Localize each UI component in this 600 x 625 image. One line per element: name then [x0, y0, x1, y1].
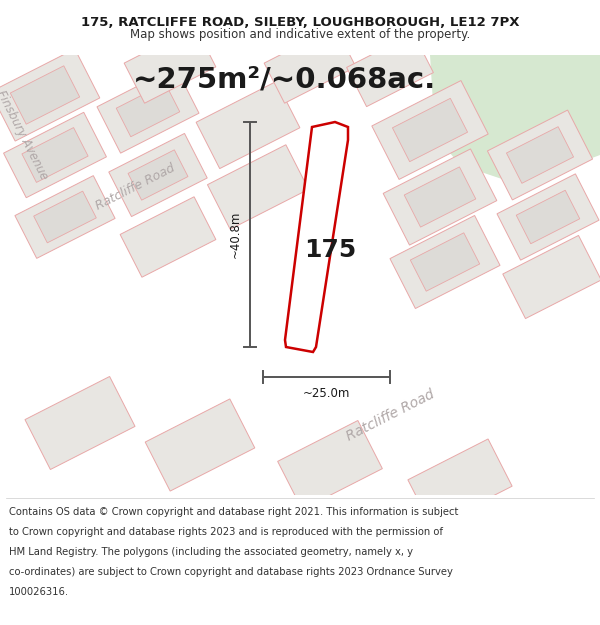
Polygon shape [10, 66, 80, 124]
Polygon shape [120, 197, 216, 278]
Text: Map shows position and indicative extent of the property.: Map shows position and indicative extent… [130, 28, 470, 41]
Polygon shape [430, 55, 600, 185]
Text: 175, RATCLIFFE ROAD, SILEBY, LOUGHBOROUGH, LE12 7PX: 175, RATCLIFFE ROAD, SILEBY, LOUGHBOROUG… [81, 16, 519, 29]
Polygon shape [0, 49, 100, 141]
Polygon shape [392, 98, 467, 162]
Polygon shape [410, 232, 479, 291]
Polygon shape [124, 27, 216, 103]
Text: HM Land Registry. The polygons (including the associated geometry, namely x, y: HM Land Registry. The polygons (includin… [9, 547, 413, 557]
Text: Ratcliffe Road: Ratcliffe Road [344, 387, 436, 443]
Polygon shape [264, 27, 356, 103]
Text: 175: 175 [304, 238, 356, 262]
Polygon shape [128, 150, 188, 200]
Polygon shape [208, 145, 308, 229]
Text: ~25.0m: ~25.0m [303, 387, 350, 400]
Text: to Crown copyright and database rights 2023 and is reproduced with the permissio: to Crown copyright and database rights 2… [9, 527, 443, 537]
Polygon shape [347, 33, 433, 107]
Polygon shape [404, 167, 476, 227]
Polygon shape [4, 112, 106, 198]
Polygon shape [145, 399, 255, 491]
Polygon shape [58, 31, 542, 119]
Polygon shape [516, 190, 580, 244]
Polygon shape [196, 81, 300, 169]
Text: ~40.8m: ~40.8m [229, 211, 242, 258]
Polygon shape [497, 174, 599, 260]
Polygon shape [0, 36, 142, 164]
Text: ~275m²/~0.068ac.: ~275m²/~0.068ac. [133, 66, 437, 94]
Polygon shape [506, 127, 574, 183]
Polygon shape [383, 149, 497, 245]
Polygon shape [503, 236, 600, 319]
Text: co-ordinates) are subject to Crown copyright and database rights 2023 Ordnance S: co-ordinates) are subject to Crown copyr… [9, 567, 453, 577]
Polygon shape [390, 216, 500, 309]
Polygon shape [109, 133, 207, 217]
Polygon shape [487, 110, 593, 200]
Polygon shape [22, 127, 88, 182]
Polygon shape [408, 439, 512, 527]
Polygon shape [25, 376, 135, 469]
Polygon shape [97, 67, 199, 153]
Text: Ratcliffe Road: Ratcliffe Road [93, 161, 177, 212]
Text: Finsbury Avenue: Finsbury Avenue [0, 88, 50, 182]
Polygon shape [0, 162, 600, 408]
Polygon shape [34, 191, 97, 243]
Polygon shape [116, 83, 180, 137]
Text: 100026316.: 100026316. [9, 588, 69, 598]
Text: Contains OS data © Crown copyright and database right 2021. This information is : Contains OS data © Crown copyright and d… [9, 507, 458, 517]
Polygon shape [285, 122, 348, 352]
Polygon shape [372, 81, 488, 179]
Polygon shape [278, 421, 382, 509]
Polygon shape [15, 176, 115, 258]
